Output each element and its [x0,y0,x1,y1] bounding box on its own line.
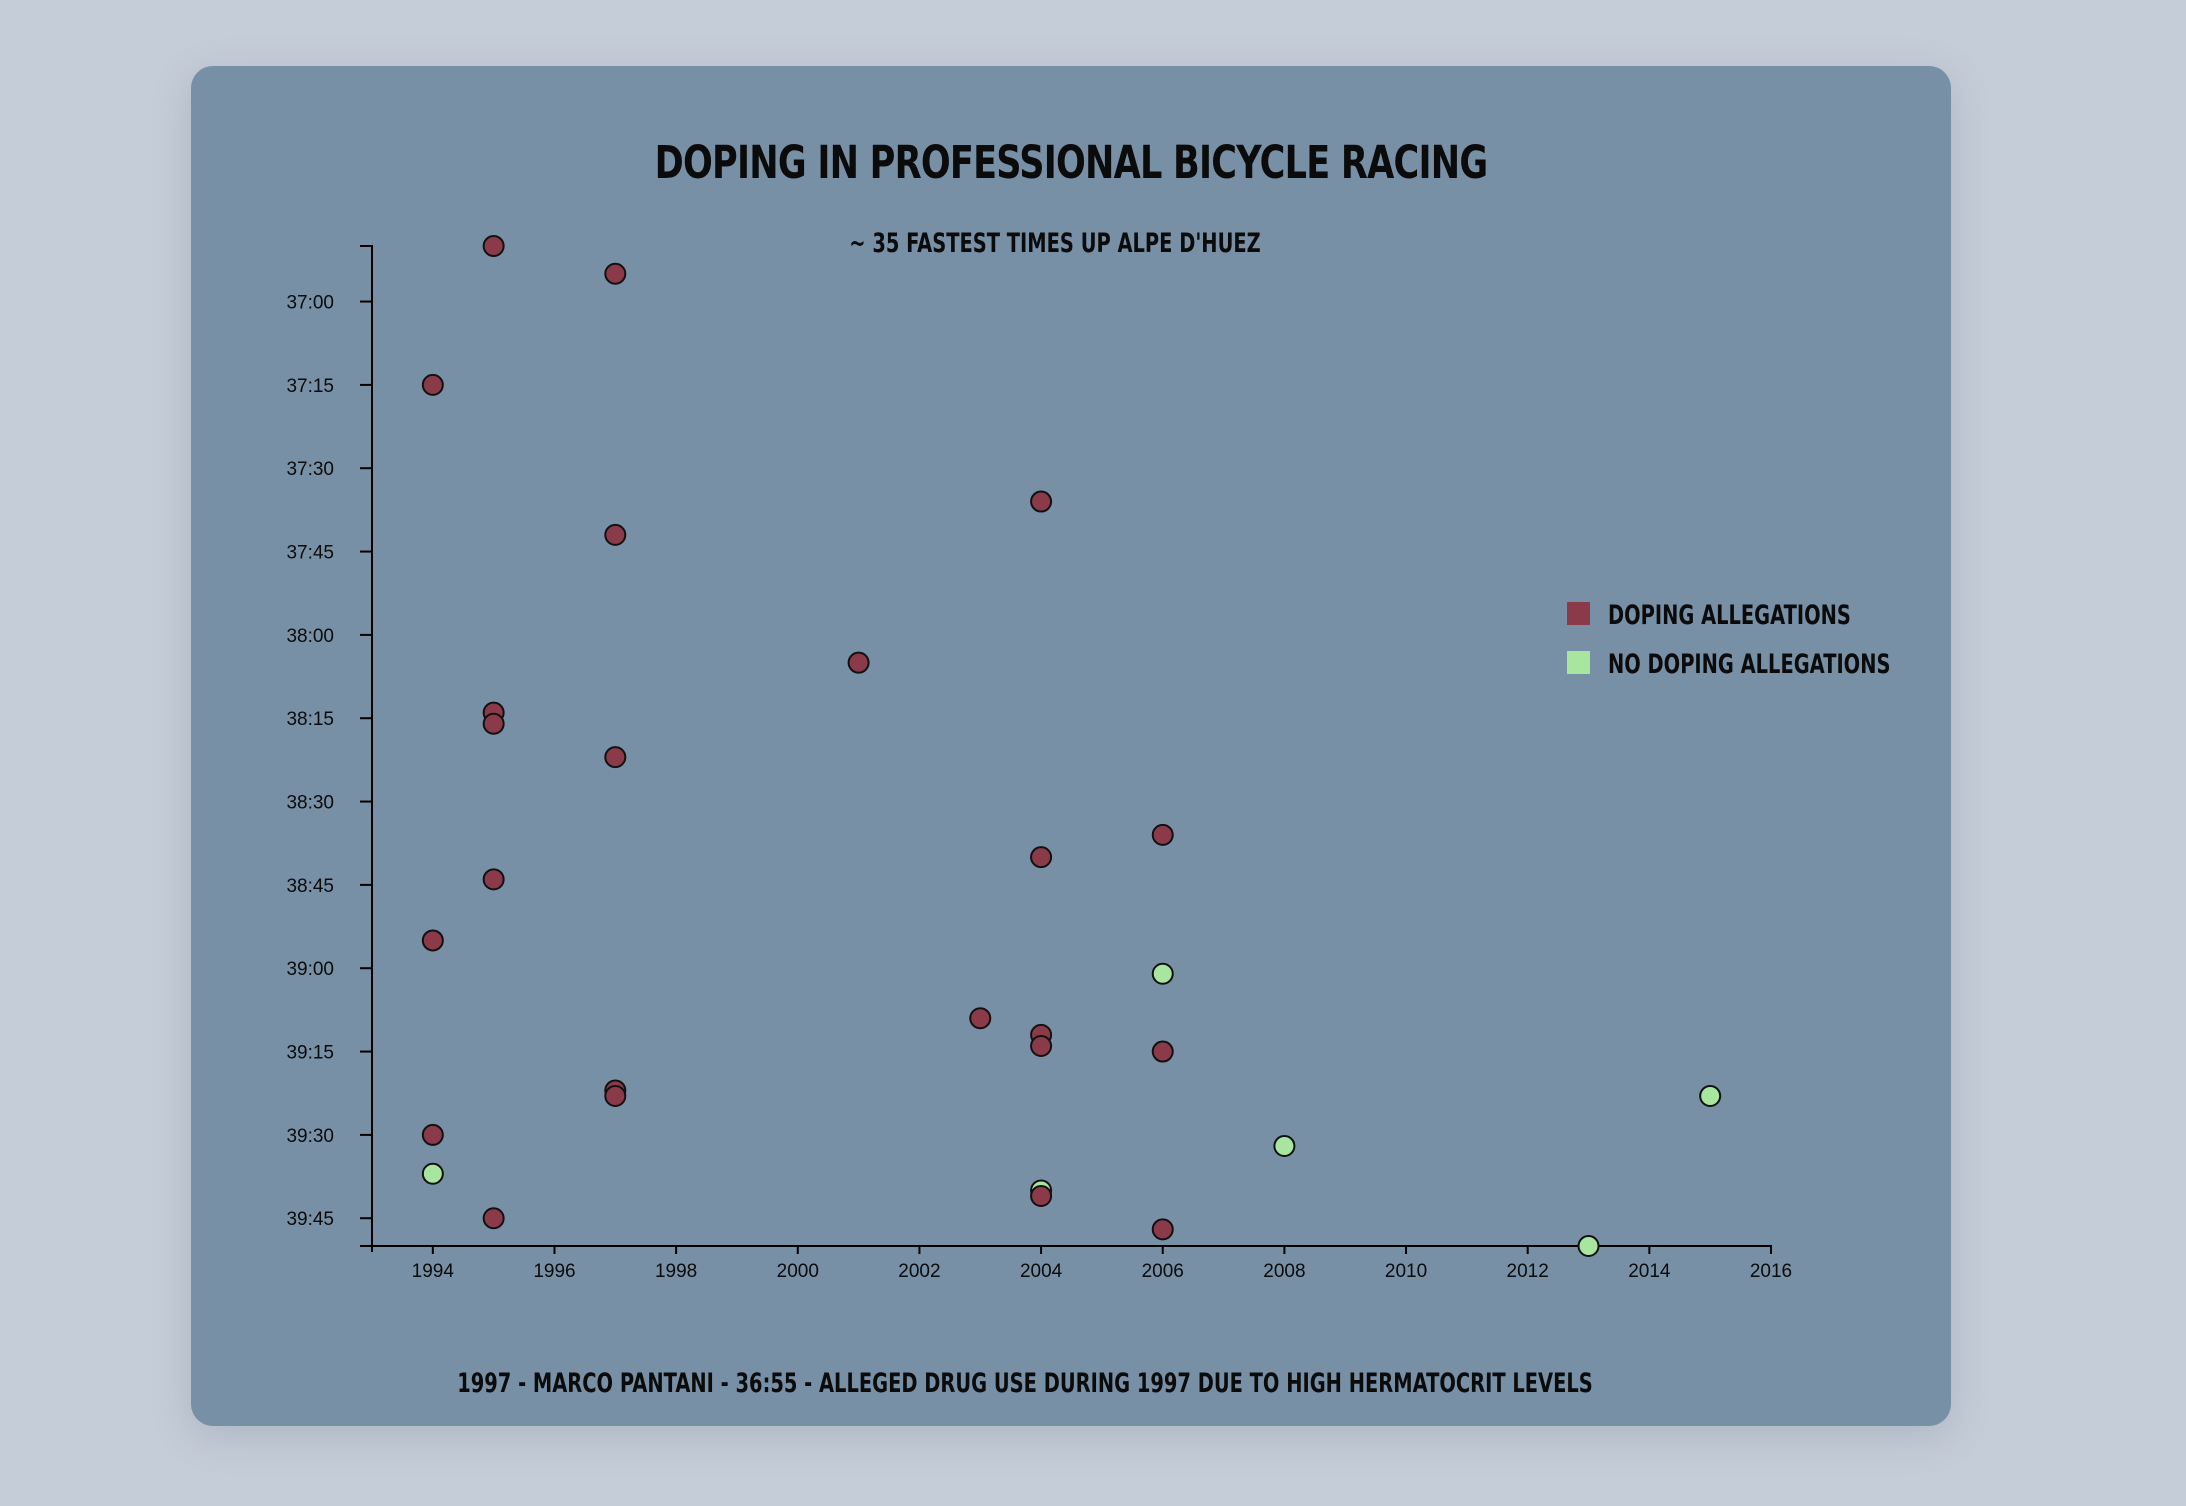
chart-card: Doping in Professional Bicycle Racing ~ … [191,66,1951,1426]
x-tick-label: 2012 [1507,1261,1549,1282]
y-tick-label: 39:45 [286,1209,334,1230]
data-point[interactable] [1151,962,1174,985]
x-axis-line [371,1245,1772,1252]
data-point[interactable] [1030,1185,1053,1207]
data-point[interactable] [1030,1035,1053,1057]
y-tick-label: 39:15 [286,1043,334,1064]
y-tick-label: 38:15 [286,709,334,730]
y-tick-label: 37:15 [286,376,334,397]
y-tick-label: 37:45 [286,543,334,564]
x-tick-label: 2002 [898,1261,940,1282]
data-point[interactable] [421,1123,444,1146]
y-tick-label: 39:00 [286,959,334,980]
data-point[interactable] [1273,1135,1296,1157]
data-point[interactable] [421,929,444,952]
data-point[interactable] [847,651,870,674]
scatter-plot: 1994 1996 1998 2000 2002 2004 2006 2008 2010 2012… [286,235,1890,1282]
data-point[interactable] [1577,1235,1600,1257]
data-point[interactable] [1151,1040,1174,1063]
x-tick-label: 1998 [655,1261,697,1282]
x-tick-label: 2008 [1263,1261,1305,1282]
data-point[interactable] [482,1207,505,1230]
legend-swatch [1567,602,1590,625]
selected-point-annotation: 1997 - Marco Pantani - 36:55 - Alleged d… [457,1368,1593,1399]
data-point[interactable] [604,746,627,769]
legend-swatch [1567,651,1590,674]
data-point[interactable] [1030,490,1053,513]
y-tick-label: 38:30 [286,793,334,814]
x-tick-label: 1994 [412,1261,455,1282]
data-point[interactable] [421,373,444,396]
x-tick-label: 2016 [1750,1261,1792,1282]
data-point[interactable] [482,712,505,735]
data-point[interactable] [604,523,627,546]
y-tick-label: 39:30 [286,1126,334,1147]
y-tick-label: 37:00 [286,293,334,314]
data-point[interactable] [969,1007,992,1030]
data-point[interactable] [1151,823,1174,846]
x-tick-label: 1996 [533,1261,575,1282]
x-axis: 1994 1996 1998 2000 2002 2004 2006 2008 2010 2012… [371,1245,1792,1282]
chart-subtitle: ~ 35 Fastest times up Alpe d'Huez [849,228,1261,259]
y-tick-label: 38:45 [286,876,334,897]
y-tick-label: 37:30 [286,459,334,480]
x-tick-label: 2000 [777,1261,819,1282]
data-point[interactable] [1030,846,1053,869]
y-axis-line [360,245,373,1247]
y-tick-label: 38:00 [286,626,334,647]
legend: Doping Allegations No Doping Allegations [1567,599,1890,680]
legend-label: No Doping Allegations [1608,648,1890,680]
data-point[interactable] [1151,1218,1174,1241]
x-tick-label: 2014 [1628,1261,1671,1282]
data-point[interactable] [1699,1085,1722,1107]
data-point[interactable] [482,868,505,891]
data-point[interactable] [482,235,505,257]
x-tick-label: 2010 [1385,1261,1427,1282]
y-axis: 37:00 37:15 37:30 37:45 38:00 38:15 38:30 38:45… [286,245,373,1247]
data-point[interactable] [604,1085,627,1107]
chart-title: Doping in Professional Bicycle Racing [654,136,1489,189]
data-points [421,235,1722,1257]
x-tick-label: 2004 [1020,1261,1063,1282]
data-point[interactable] [421,1162,444,1185]
data-point[interactable] [604,262,627,285]
legend-label: Doping Allegations [1608,599,1851,631]
x-tick-label: 2006 [1142,1261,1184,1282]
